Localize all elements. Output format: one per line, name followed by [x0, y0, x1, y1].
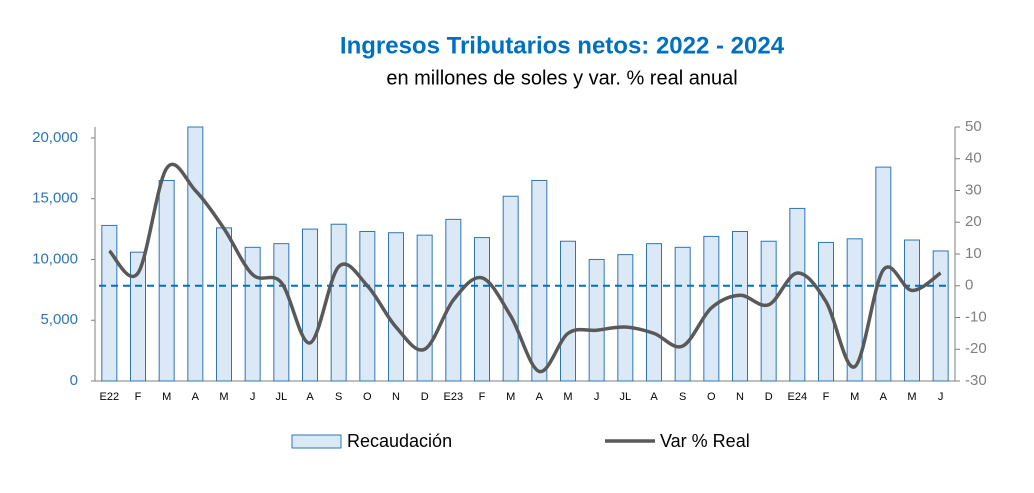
y2-tick-label: 50 — [965, 118, 982, 135]
bar — [560, 240, 576, 382]
y-tick-label: 15,000 — [32, 190, 78, 207]
x-tick-label: JL — [276, 391, 288, 403]
x-tick-label: J — [250, 391, 256, 403]
bar — [904, 239, 920, 382]
bar — [302, 228, 318, 382]
x-tick-label: A — [650, 391, 658, 403]
y-tick-label: 0 — [70, 372, 78, 389]
bar — [932, 250, 949, 382]
y2-tick-label: -30 — [965, 372, 987, 389]
bar — [474, 237, 490, 382]
x-tick-label: A — [536, 391, 544, 403]
y2-tick-label: 0 — [965, 277, 973, 294]
x-tick-label: O — [707, 391, 716, 403]
y2-tick-label: 40 — [965, 150, 982, 167]
x-tick-label: M — [850, 391, 859, 403]
bar — [273, 243, 290, 382]
x-tick-label: M — [162, 391, 171, 403]
y2-tick-label: 20 — [965, 213, 982, 230]
bar — [244, 246, 261, 382]
x-tick-label: F — [823, 391, 830, 403]
bar — [216, 227, 232, 382]
x-tick-label: M — [219, 391, 228, 403]
bar — [502, 195, 519, 382]
x-tick-label: A — [306, 391, 314, 403]
bar — [187, 126, 204, 382]
bar — [130, 251, 146, 382]
x-tick-label: F — [135, 391, 142, 403]
x-tick-label: M — [907, 391, 916, 403]
y-tick-label: 10,000 — [32, 250, 78, 267]
y-tick-label: 5,000 — [40, 311, 78, 328]
legend-label: Recaudación — [347, 431, 452, 451]
x-tick-label: M — [506, 391, 515, 403]
bar — [416, 234, 433, 382]
x-tick-label: S — [335, 391, 342, 403]
bar — [388, 232, 404, 382]
x-tick-label: JL — [620, 391, 632, 403]
bar — [875, 166, 892, 382]
bar — [359, 231, 376, 382]
bar — [617, 254, 634, 382]
bar — [158, 179, 175, 382]
x-tick-label: F — [479, 391, 486, 403]
x-tick-label: O — [363, 391, 372, 403]
bar — [789, 207, 806, 382]
bar — [760, 240, 777, 382]
y2-tick-label: -10 — [965, 308, 987, 325]
y2-tick-label: 30 — [965, 181, 982, 198]
x-tick-label: D — [421, 391, 429, 403]
y2-tick-label: -20 — [965, 340, 987, 357]
x-tick-label: E22 — [100, 391, 120, 403]
bar — [818, 241, 834, 382]
x-tick-label: M — [563, 391, 572, 403]
bar — [588, 258, 605, 382]
bar — [674, 246, 691, 382]
bar — [846, 238, 863, 382]
y2-tick-label: 10 — [965, 245, 982, 262]
bar — [732, 231, 748, 382]
legend-label: Var % Real — [660, 431, 750, 451]
x-tick-label: A — [192, 391, 200, 403]
chart-title: Ingresos Tributarios netos: 2022 - 2024 — [340, 32, 785, 59]
x-tick-label: E23 — [444, 391, 464, 403]
x-tick-label: J — [594, 391, 600, 403]
x-tick-label: N — [736, 391, 744, 403]
x-tick-label: A — [880, 391, 888, 403]
bar — [101, 224, 118, 382]
x-tick-label: S — [679, 391, 686, 403]
legend-swatch — [291, 434, 342, 449]
bar — [646, 243, 662, 382]
x-tick-label: J — [938, 391, 944, 403]
chart-subtitle: en millones de soles y var. % real anual — [386, 67, 737, 89]
x-tick-label: E24 — [788, 391, 808, 403]
bar — [330, 223, 347, 382]
y-tick-label: 20,000 — [32, 129, 78, 146]
x-tick-label: N — [392, 391, 400, 403]
line — [108, 162, 942, 374]
bar — [531, 179, 548, 382]
x-tick-label: D — [765, 391, 773, 403]
